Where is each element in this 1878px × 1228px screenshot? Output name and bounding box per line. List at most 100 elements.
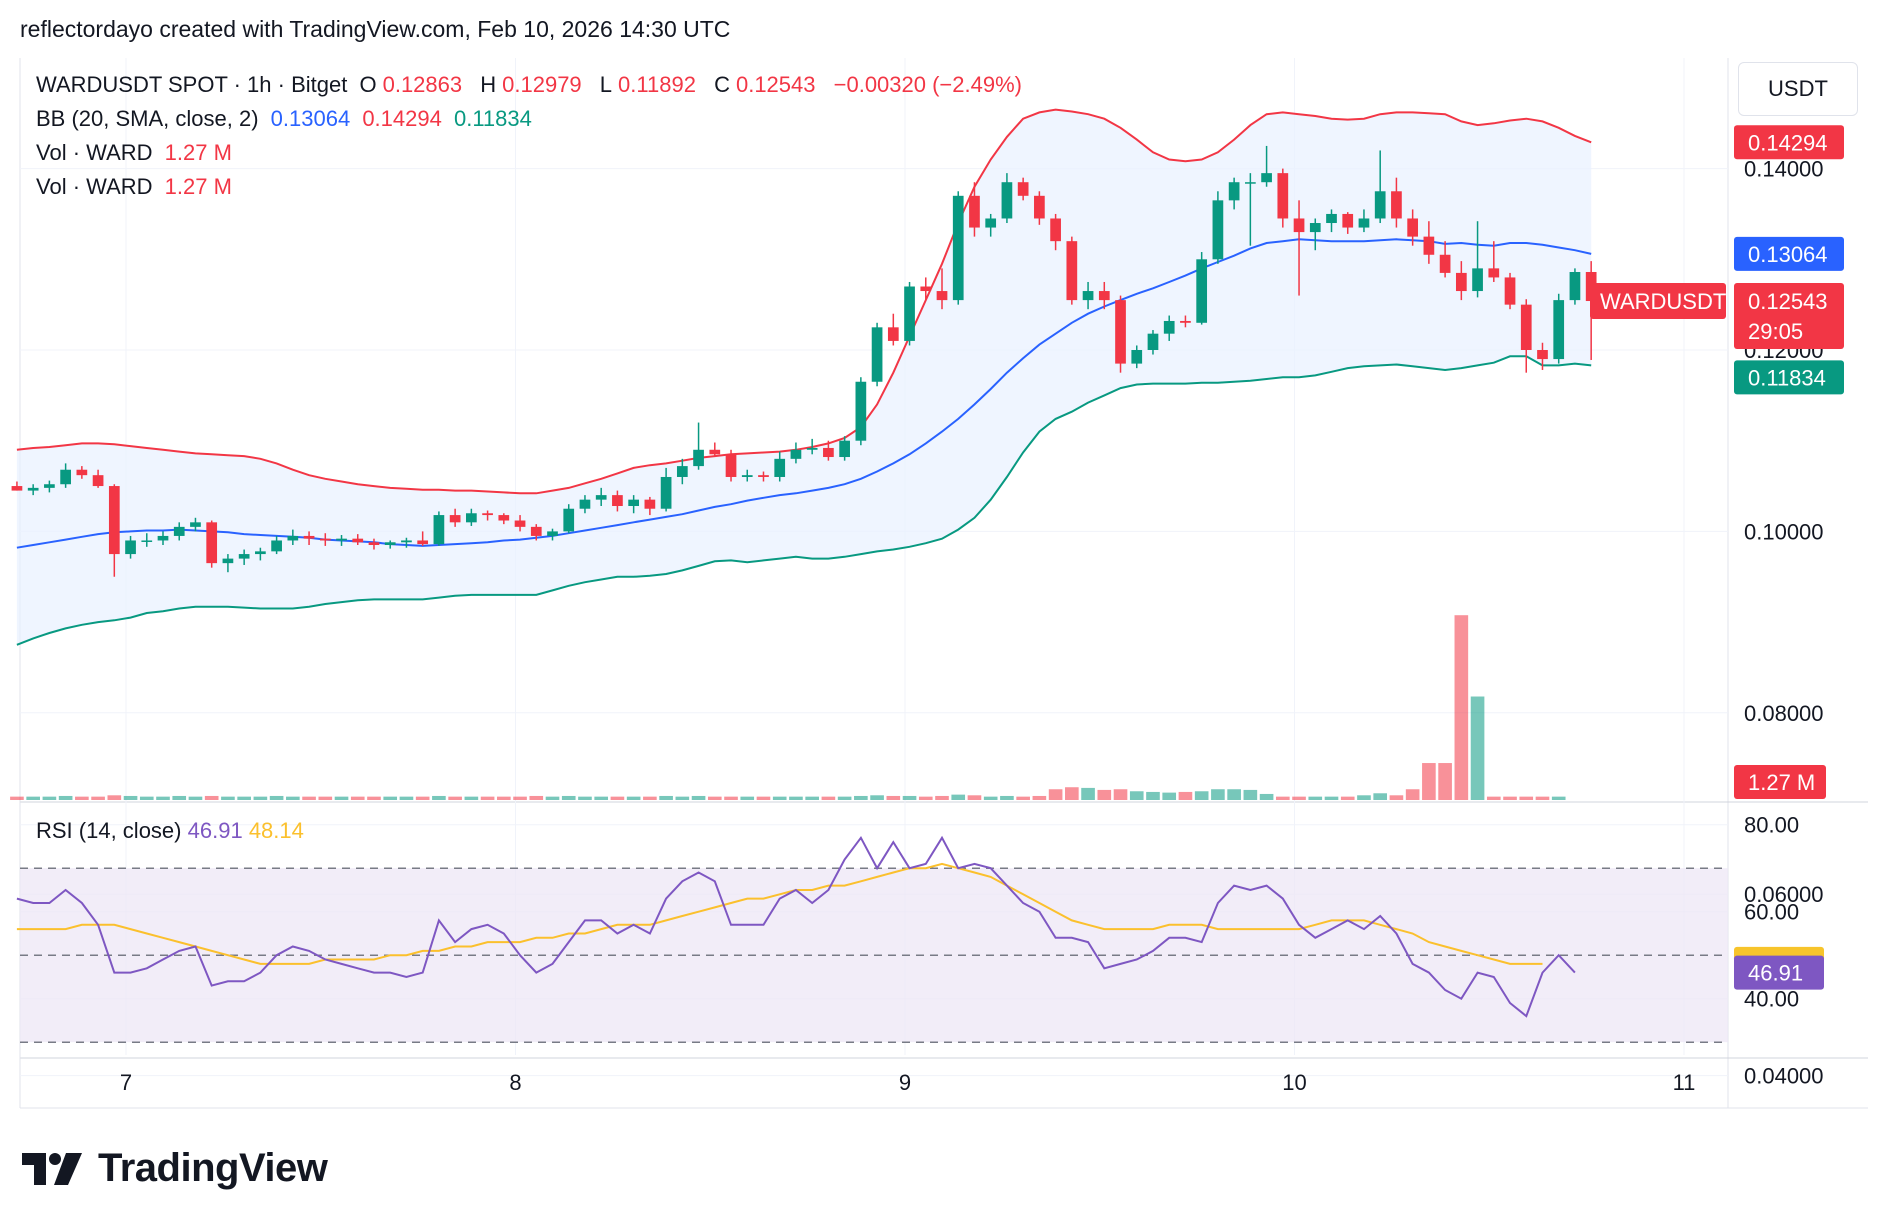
volume-bar	[1454, 615, 1469, 800]
bb-basis-tag-bg	[1734, 236, 1844, 271]
candle-body	[1488, 268, 1500, 278]
volume-bar	[204, 795, 219, 800]
candle-body	[1374, 191, 1386, 219]
candle-body	[1293, 218, 1305, 233]
candle-body	[1277, 173, 1289, 219]
tradingview-logo[interactable]: TradingView	[22, 1146, 328, 1191]
rsi-line	[16, 835, 1576, 1018]
candle-body	[1472, 268, 1483, 292]
bb-basis-tag-text: 0.13064	[1748, 242, 1828, 267]
candle-body	[936, 291, 948, 301]
symbol-legend[interactable]: WARDUSDT SPOT · 1h · Bitget O 0.12863 H 0.…	[36, 72, 1028, 98]
candle-body	[1001, 182, 1013, 219]
candle-body	[44, 484, 55, 488]
volume-bar	[1081, 787, 1095, 800]
candle-body	[725, 454, 737, 477]
bb-lower-value: 0.11834	[453, 106, 532, 131]
symbol-tag: WARDUSDT	[1590, 283, 1726, 320]
bb-basis-line	[16, 238, 1592, 549]
bb-basis-value: 0.13064	[270, 106, 351, 131]
candle-body	[1147, 333, 1159, 350]
candle-body	[920, 286, 932, 292]
vol-label: Vol · WARD	[36, 140, 153, 165]
volume-bar	[1227, 789, 1241, 800]
volume-bar	[1129, 791, 1144, 800]
volume-bar	[935, 795, 949, 800]
volume-bar	[26, 796, 40, 800]
candle-body	[271, 540, 282, 552]
axes[interactable]: 0.160000.140000.120000.100000.080000.060…	[120, 0, 1824, 1095]
volume-bar	[1503, 796, 1517, 800]
volume-bar	[740, 796, 755, 800]
rsi-tag-text: 46.91	[1748, 961, 1803, 986]
volume-bar	[1373, 793, 1388, 800]
volume-bar	[269, 795, 284, 800]
candle-body	[1391, 191, 1402, 219]
volume-bar	[707, 796, 722, 800]
candle-body	[839, 440, 850, 458]
candle-body	[303, 535, 315, 539]
candle-body	[1358, 218, 1370, 228]
volume-legend-1[interactable]: Vol · WARD 1.27 M	[36, 140, 238, 166]
volume-bar	[545, 796, 560, 800]
bb-upper-tag-text: 0.14294	[1748, 130, 1828, 155]
candle-body	[401, 540, 412, 543]
volume-bar	[1032, 795, 1047, 800]
price-tick-label: 0.14000	[1744, 157, 1824, 182]
bb-fill	[16, 109, 1592, 645]
candle-body	[384, 542, 396, 546]
candle-body	[141, 540, 153, 542]
candle-body	[173, 526, 185, 536]
candle-body	[1537, 350, 1548, 360]
volume-bar	[870, 795, 884, 800]
candle-body	[887, 327, 899, 341]
candle-body	[319, 538, 331, 541]
candle-body	[1455, 272, 1467, 292]
bb-legend[interactable]: BB (20, SMA, close, 2) 0.13064 0.14294 0…	[36, 106, 538, 132]
open-value: 0.12863	[382, 72, 463, 97]
volume-bar	[1097, 789, 1112, 800]
symbol-tag-bg	[1590, 283, 1726, 320]
candle-body	[563, 508, 575, 532]
volume-bar	[1259, 793, 1274, 800]
rsi-tag: 46.91	[1734, 955, 1824, 990]
vol-value: 1.27 M	[164, 174, 232, 199]
candle-body	[1569, 271, 1581, 301]
symbol-name[interactable]: WARDUSDT SPOT · 1h · Bitget	[36, 72, 348, 97]
volume-bar	[724, 796, 738, 800]
candle-body	[612, 495, 623, 507]
volume-bar	[626, 796, 641, 800]
bb-upper-tag: 0.14294	[1734, 125, 1844, 160]
countdown-text: 29:05	[1748, 319, 1803, 344]
time-tick-label: 11	[1673, 1070, 1696, 1095]
candle-body	[76, 469, 88, 476]
candle-body	[1407, 218, 1419, 237]
candle-body	[547, 531, 558, 536]
volume-bar	[691, 795, 706, 800]
candle-body	[823, 447, 834, 458]
volume-bar	[789, 796, 803, 800]
candles	[11, 145, 1597, 577]
volume-bar	[383, 796, 398, 800]
volume-bar	[1470, 696, 1485, 800]
candle-body	[157, 535, 169, 541]
volume-bar	[529, 795, 544, 800]
candle-body	[1050, 218, 1061, 242]
currency-unit-button[interactable]: USDT	[1738, 62, 1858, 116]
rsi-legend[interactable]: RSI (14, close) 46.91 48.14	[36, 818, 304, 844]
candle-body	[1034, 195, 1045, 219]
volume-bar	[286, 796, 300, 800]
candle-body	[482, 513, 493, 516]
candle-body	[1098, 291, 1110, 301]
candle-body	[1180, 320, 1191, 323]
volume-legend-2[interactable]: Vol · WARD 1.27 M	[36, 174, 238, 200]
bb-upper-tag-bg	[1734, 125, 1844, 160]
candle-body	[1245, 182, 1256, 184]
candle-body	[498, 515, 510, 521]
bb-basis-tag: 0.13064	[1734, 236, 1844, 271]
volume-bar	[951, 794, 966, 800]
candle-body	[352, 538, 364, 543]
open-label: O	[359, 72, 377, 97]
vol-label: Vol · WARD	[36, 174, 153, 199]
